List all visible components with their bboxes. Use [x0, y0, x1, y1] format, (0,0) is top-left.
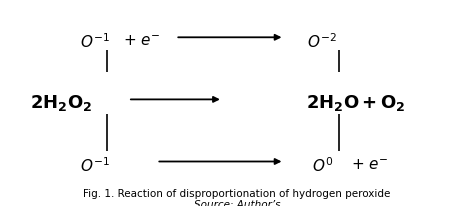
Text: Fig. 1. Reaction of disproportionation of hydrogen peroxide: Fig. 1. Reaction of disproportionation o… — [83, 188, 391, 198]
Text: $O^{-1}$: $O^{-1}$ — [80, 156, 109, 174]
Text: $O^{0}$: $O^{0}$ — [312, 156, 333, 174]
Text: $O^{-2}$: $O^{-2}$ — [308, 32, 337, 50]
Text: $+ \ e^{-}$: $+ \ e^{-}$ — [123, 34, 161, 49]
Text: $\mathbf{2H_2O_2}$: $\mathbf{2H_2O_2}$ — [30, 93, 93, 113]
Text: $+ \ e^{-}$: $+ \ e^{-}$ — [351, 157, 389, 172]
Text: Source: Author’s: Source: Author’s — [194, 199, 280, 206]
Text: $O^{-1}$: $O^{-1}$ — [80, 32, 109, 50]
Text: $\mathbf{2H_2O + O_2}$: $\mathbf{2H_2O + O_2}$ — [306, 93, 405, 113]
